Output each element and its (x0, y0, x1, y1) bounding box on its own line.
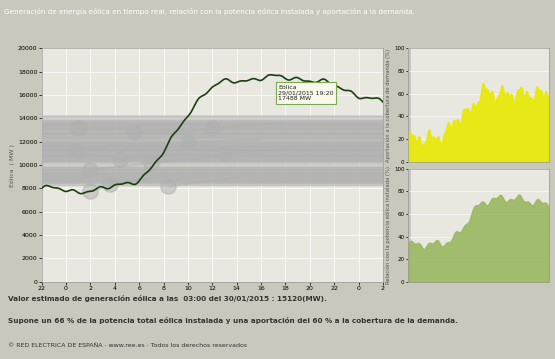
Text: Supone un 66 % de la potencia total eólica instalada y una aportación del 60 % a: Supone un 66 % de la potencia total eóli… (8, 317, 458, 324)
Text: Valor estimado de generación eólica a las  03:00 del 30/01/2015 : 15120(MW).: Valor estimado de generación eólica a la… (8, 295, 327, 302)
Circle shape (0, 138, 555, 150)
Circle shape (0, 123, 555, 137)
Y-axis label: Aportación a la cobertura de demanda (%): Aportación a la cobertura de demanda (%) (386, 48, 391, 162)
Circle shape (0, 132, 555, 146)
Text: Generación de energía eólica en tiempo real, relación con la potencia eólica ins: Generación de energía eólica en tiempo r… (4, 8, 415, 15)
Circle shape (0, 149, 555, 162)
Text: © RED ELECTRICA DE ESPAÑA · www.ree.es · Todos los derechos reservados: © RED ELECTRICA DE ESPAÑA · www.ree.es ·… (8, 342, 248, 348)
Circle shape (0, 121, 555, 135)
Circle shape (0, 173, 555, 186)
Y-axis label: Eólica  ( MW ): Eólica ( MW ) (9, 144, 15, 187)
Circle shape (0, 167, 555, 181)
Circle shape (0, 143, 555, 155)
Circle shape (0, 171, 555, 183)
Circle shape (0, 156, 555, 170)
Circle shape (0, 116, 555, 130)
Y-axis label: Relación con la potencia eólica instalada (%): Relación con la potencia eólica instalad… (386, 166, 391, 284)
Circle shape (0, 146, 555, 160)
Text: Eólica
29/01/2015 19:20
17488 MW: Eólica 29/01/2015 19:20 17488 MW (278, 85, 334, 101)
